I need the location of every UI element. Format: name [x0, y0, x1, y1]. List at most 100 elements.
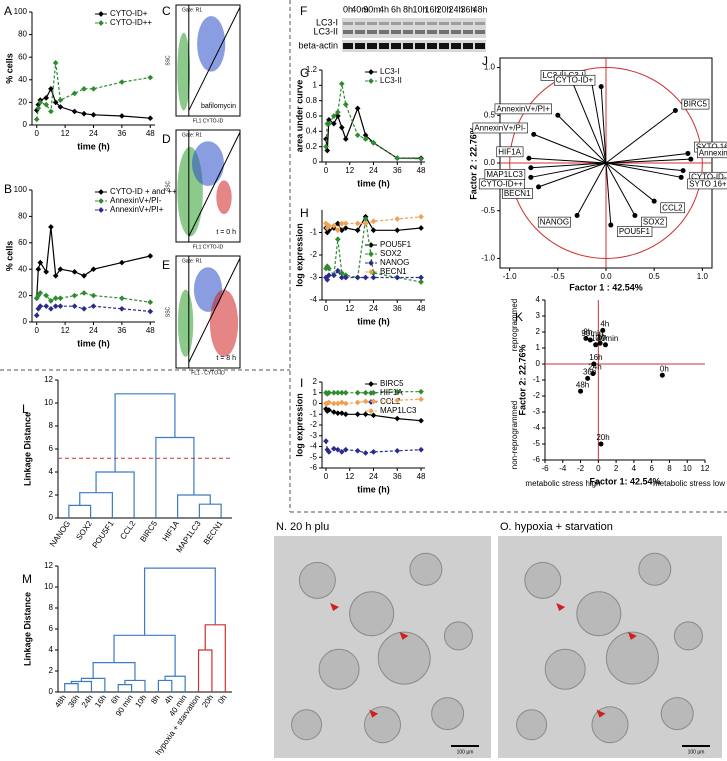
legend-marker	[98, 207, 104, 213]
row-label: beta-actin	[298, 40, 338, 50]
data-point	[342, 274, 349, 281]
unit-circle	[509, 67, 703, 259]
data-point	[418, 213, 424, 220]
panel-letter: G	[300, 66, 309, 80]
x-tick-label: 36	[117, 326, 126, 335]
label-box	[617, 226, 653, 237]
band	[427, 43, 437, 49]
y-tick-label: -6	[533, 455, 541, 464]
annotation: t = 8 h	[216, 355, 236, 362]
x-tick-label: 36	[393, 304, 402, 313]
cell	[364, 706, 401, 744]
data-point	[323, 438, 329, 444]
data-point	[331, 272, 337, 279]
cell	[576, 591, 622, 637]
dendrogram-link	[80, 677, 106, 692]
x-axis-label: time (h)	[357, 316, 390, 326]
y-tick-label: -4	[533, 423, 541, 432]
y-axis-label: area under curve	[294, 80, 304, 153]
gate-label: Gate: R1	[182, 7, 202, 13]
y-tick-label: -1.0	[481, 254, 495, 263]
y-axis-label: SSC	[165, 306, 171, 317]
loading-vector	[605, 152, 688, 164]
x-tick-label: 48	[417, 304, 426, 313]
point-label: 6h	[598, 332, 607, 341]
data-point	[326, 407, 332, 413]
x-tick-label: 10	[683, 464, 692, 473]
point-label: 10h	[591, 334, 604, 343]
y-tick-label: 0	[23, 317, 28, 326]
dendrogram-link	[95, 471, 135, 518]
band	[463, 30, 473, 34]
data-point	[147, 299, 154, 306]
leaf-label: POU5F1	[91, 519, 117, 550]
data-point	[43, 95, 50, 101]
band	[439, 30, 449, 34]
x-tick-label: -0.5	[551, 272, 565, 281]
band	[415, 30, 425, 34]
x-tick-label: 0.5	[649, 272, 661, 281]
y-tick-label: -2	[533, 391, 541, 400]
dendrogram-link	[117, 684, 133, 692]
point-label: CYTO-ID++	[481, 179, 523, 188]
y-tick-label: 12	[44, 375, 53, 384]
y-tick-label: 6	[49, 624, 54, 633]
cell	[443, 621, 473, 651]
loading-point	[598, 84, 604, 90]
data-point	[331, 113, 337, 119]
dendrogram-link	[155, 436, 195, 518]
point-label: POU5F1	[619, 227, 651, 236]
data-point	[326, 265, 332, 272]
band	[415, 43, 425, 49]
loading-point	[528, 165, 534, 171]
loading-vector	[557, 114, 607, 164]
band	[355, 30, 365, 34]
cell	[605, 631, 659, 685]
data-point	[119, 259, 125, 266]
legend-label: BECN1	[380, 267, 407, 276]
x-axis-label: FL1 CYTO-ID	[193, 118, 224, 124]
dendrogram-link	[204, 624, 226, 692]
cell	[516, 709, 548, 741]
gate-label: Gate: R1	[182, 258, 202, 264]
y-axis-label: Factor 2: 22.76%	[517, 344, 527, 415]
point-label: 8h	[583, 328, 592, 337]
point-label: 0h	[660, 364, 669, 373]
y-tick-label: 60	[18, 52, 27, 61]
x-tick-label: 24	[369, 166, 378, 175]
band	[475, 43, 485, 49]
y-axis-label: log expression	[294, 223, 304, 287]
point-label: AnnexinV-/PI-	[699, 148, 727, 157]
point-label: LC3-II	[542, 71, 564, 80]
x-tick-label: 12	[345, 472, 354, 481]
leaf-label: 16h	[93, 693, 108, 709]
label-box	[696, 147, 727, 159]
scale-label: 100 µm	[457, 749, 474, 755]
dendrogram-link	[197, 649, 213, 692]
data-point	[331, 120, 337, 127]
data-point	[331, 409, 337, 415]
data-point	[90, 292, 97, 299]
y-axis-label: Factor 2 : 22.76%	[468, 126, 478, 200]
band	[451, 30, 461, 34]
data-point	[331, 400, 337, 407]
score-point	[593, 342, 599, 348]
y-tick-label: 2	[49, 490, 54, 499]
lane-label: 6h	[391, 4, 401, 14]
loading-point	[531, 131, 537, 137]
leaf-label: 48h	[53, 693, 68, 709]
leaf-label: 8h	[149, 693, 161, 705]
point-label: CCL2	[662, 203, 683, 212]
y-tick-label: 2	[536, 327, 541, 336]
data-point	[335, 400, 341, 407]
y-tick-label: 0	[313, 399, 318, 408]
data-point	[370, 398, 377, 405]
band	[343, 43, 353, 49]
x-axis-label: time (h)	[357, 484, 390, 494]
data-point	[335, 109, 341, 115]
leaf-label: 10h	[133, 693, 148, 709]
label-box	[553, 74, 596, 86]
band	[391, 30, 401, 34]
image-title: O. hypoxia + starvation	[500, 521, 613, 533]
y-tick-label: 1.0	[484, 63, 496, 72]
